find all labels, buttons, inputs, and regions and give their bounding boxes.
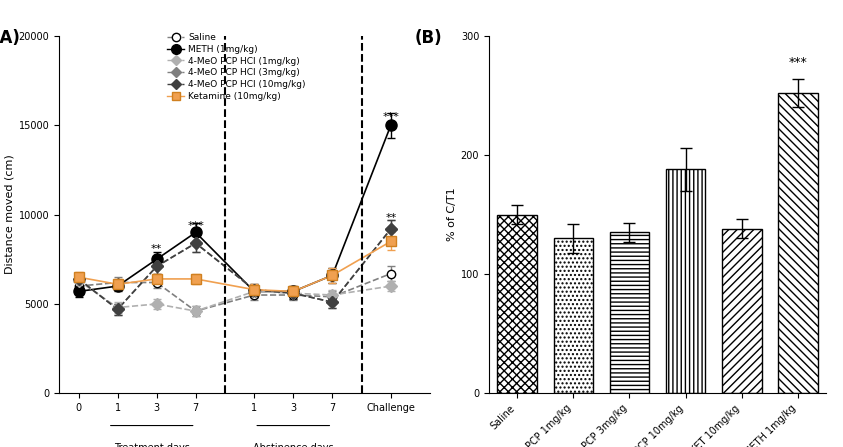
- Text: **: **: [385, 214, 396, 224]
- Legend: Saline, METH (1mg/kg), 4-MeO PCP HCl (1mg/kg), 4-MeO PCP HCl (3mg/kg), 4-MeO PCP: Saline, METH (1mg/kg), 4-MeO PCP HCl (1m…: [168, 33, 306, 101]
- Y-axis label: % of C/T1: % of C/T1: [447, 188, 457, 241]
- Text: ***: ***: [789, 56, 808, 69]
- Text: Treatment days: Treatment days: [114, 443, 190, 447]
- Text: ***: ***: [187, 221, 204, 231]
- Bar: [497, 215, 537, 393]
- Text: (B): (B): [415, 29, 443, 46]
- Text: Abstinence days: Abstinence days: [253, 443, 334, 447]
- Text: (A): (A): [0, 29, 20, 46]
- Bar: [554, 238, 593, 393]
- Bar: [778, 93, 818, 393]
- Text: ***: ***: [383, 112, 400, 122]
- Bar: [722, 229, 761, 393]
- Y-axis label: Distance moved (cm): Distance moved (cm): [4, 155, 14, 274]
- Bar: [666, 169, 706, 393]
- Bar: [609, 232, 649, 393]
- Text: **: **: [151, 244, 162, 254]
